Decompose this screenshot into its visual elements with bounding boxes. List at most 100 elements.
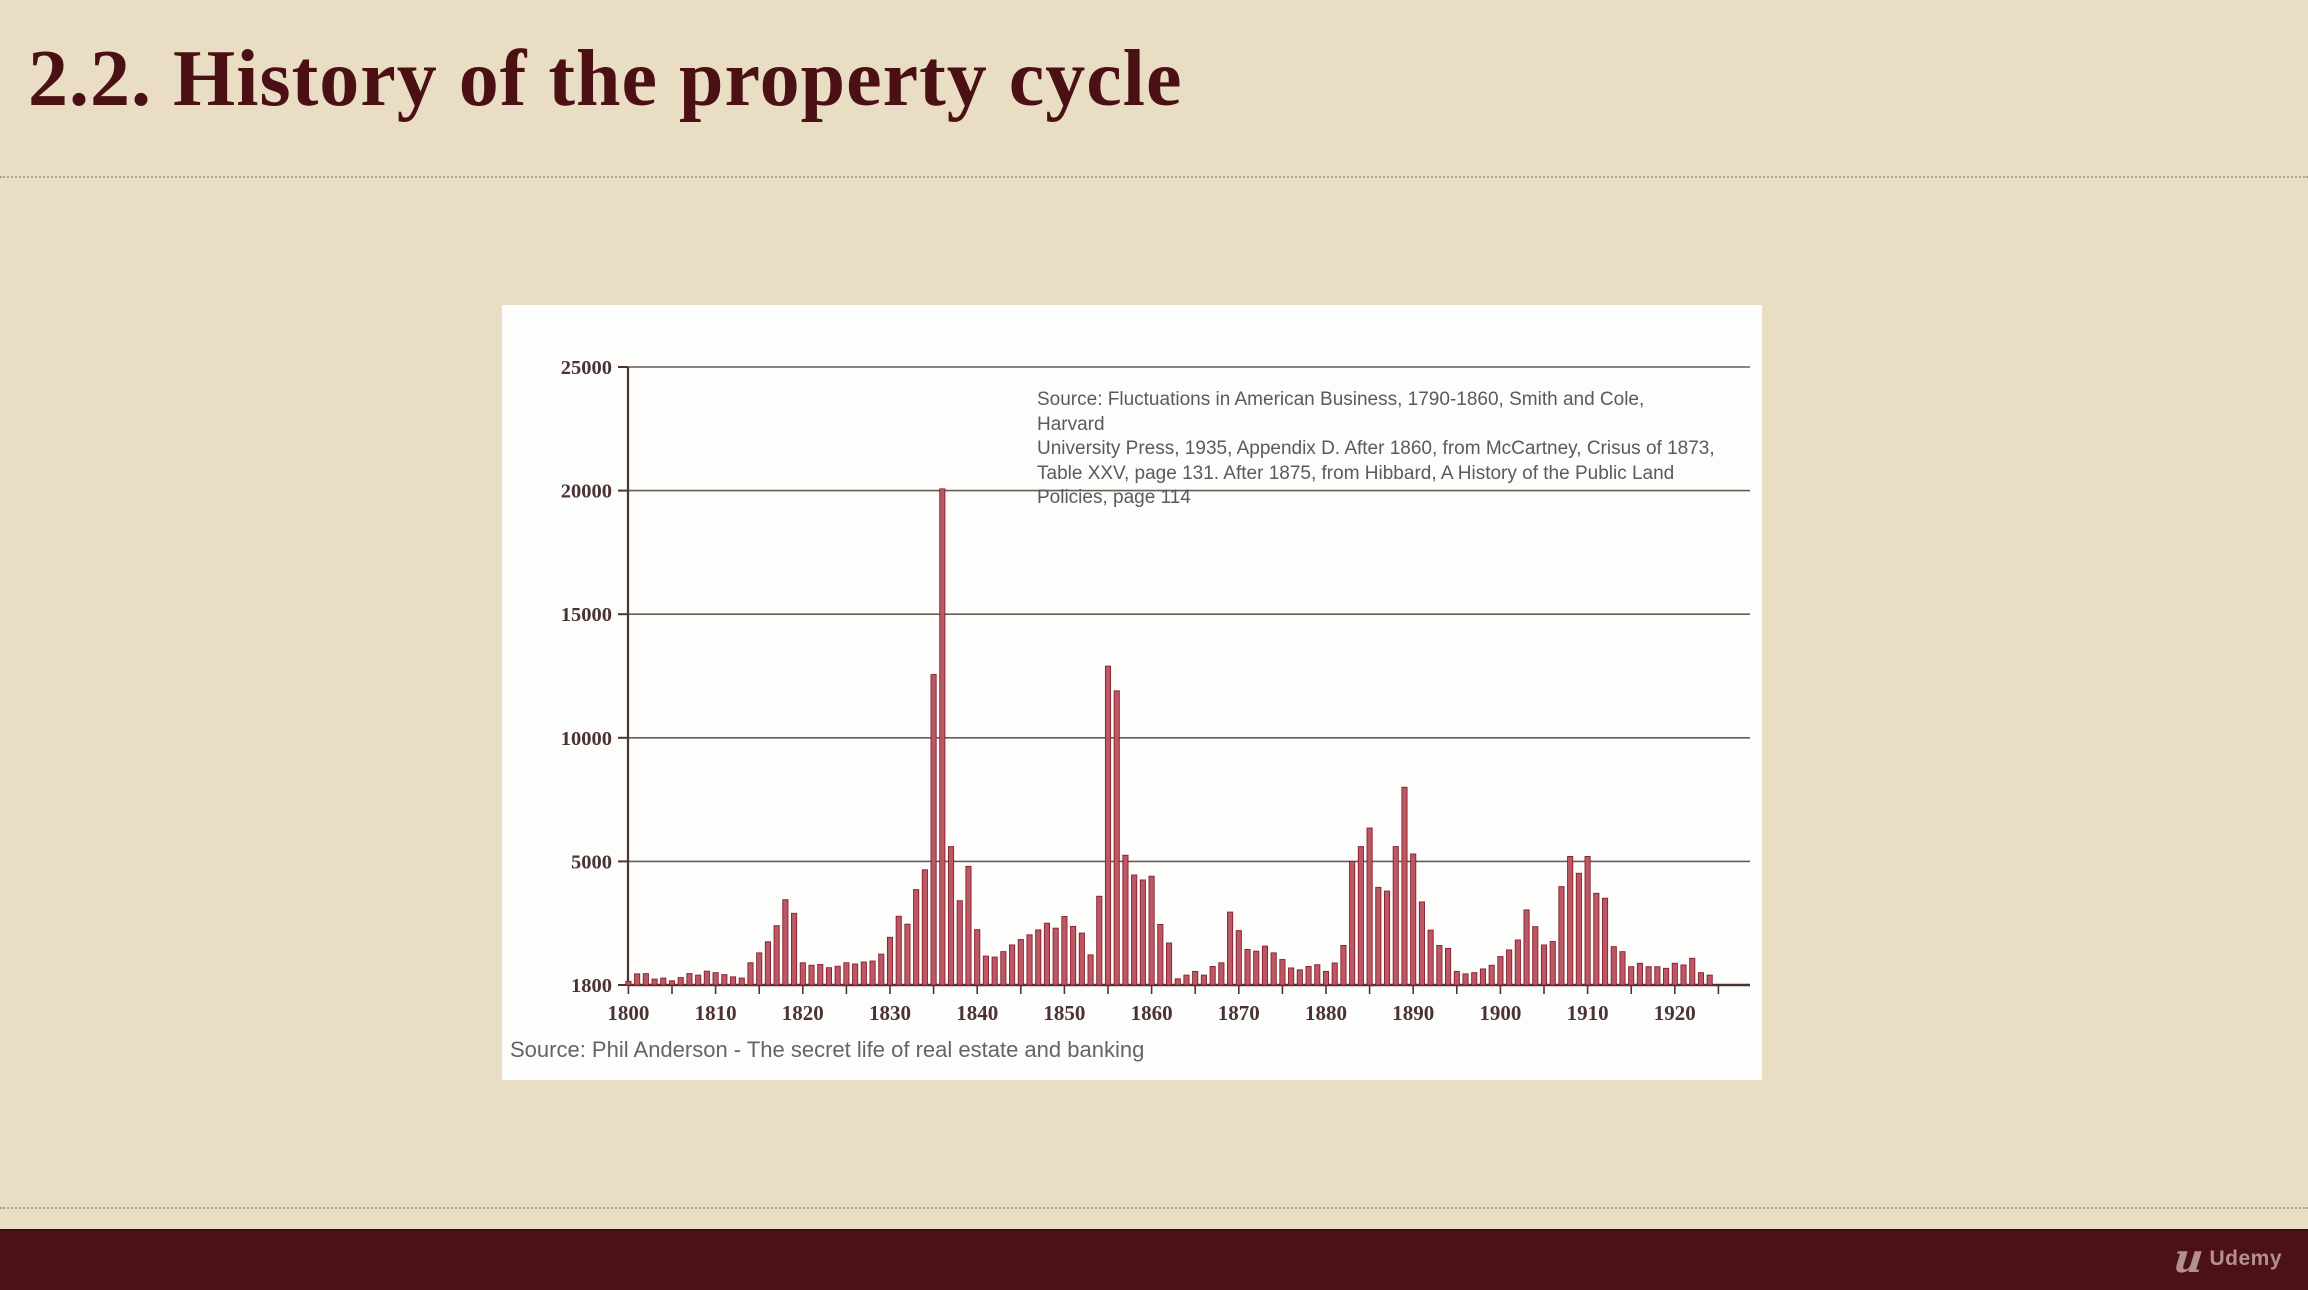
y-tick-label: 15000 <box>561 604 612 626</box>
bar <box>634 973 641 986</box>
bar <box>651 978 658 986</box>
chart-card: 25000 20000 15000 10000 5000 1800 1800 1810 1820… <box>502 305 1762 1080</box>
bar <box>1288 967 1295 986</box>
bar <box>956 900 963 986</box>
annotation-line: Table XXV, page 131. After 1875, from Hi… <box>1037 462 1675 484</box>
bar <box>686 973 693 986</box>
bar <box>1549 941 1556 986</box>
bar <box>1035 929 1042 986</box>
bar <box>1366 827 1373 986</box>
chart-caption: Source: Phil Anderson - The secret life … <box>510 1037 1145 1062</box>
bar <box>1453 970 1460 986</box>
bar <box>1349 860 1356 986</box>
bar <box>878 953 885 986</box>
bar <box>974 929 981 986</box>
bar <box>1584 856 1591 986</box>
bar <box>1479 968 1487 986</box>
bar <box>1253 950 1260 986</box>
bar <box>721 974 728 986</box>
x-tick-label: 1810 <box>695 1001 737 1025</box>
title-divider <box>0 176 2308 178</box>
bar <box>843 962 850 986</box>
bar <box>1148 875 1155 986</box>
x-tick-label: 1800 <box>607 1001 649 1025</box>
x-tick-label: 1880 <box>1305 1001 1347 1025</box>
bar <box>895 915 902 986</box>
bar <box>1270 952 1277 986</box>
bar <box>1340 944 1347 986</box>
bar <box>1026 934 1033 986</box>
bar <box>825 967 833 986</box>
bar <box>1601 897 1609 986</box>
bar <box>886 936 894 986</box>
bar <box>738 977 745 986</box>
x-tick-label: 1850 <box>1043 1001 1085 1025</box>
bar <box>1244 948 1251 986</box>
bar <box>1139 879 1146 986</box>
bar <box>1671 962 1678 986</box>
bar <box>729 976 737 986</box>
bar <box>660 977 667 986</box>
bar <box>791 912 798 986</box>
bar <box>991 956 998 986</box>
bar <box>1322 970 1330 986</box>
footer-bar: u Udemy <box>0 1229 2308 1290</box>
bar <box>773 925 780 986</box>
y-tick-label: 5000 <box>571 851 612 873</box>
udemy-logo: u Udemy <box>2172 1235 2282 1282</box>
x-tick-label: 1870 <box>1218 1001 1260 1025</box>
annotation-line: Source: Fluctuations in American Busines… <box>1037 389 1645 435</box>
bar <box>1087 954 1094 986</box>
bar <box>1418 901 1425 986</box>
bar <box>1227 911 1234 986</box>
bar <box>860 961 867 986</box>
bar <box>1558 886 1565 986</box>
chart-source-annotation: Source: Fluctuations in American Busines… <box>1037 388 1717 511</box>
bar <box>677 977 684 986</box>
bar <box>913 889 920 986</box>
bar <box>1279 959 1286 986</box>
bar <box>1445 947 1452 986</box>
bar <box>1593 892 1600 986</box>
bar <box>1654 966 1661 986</box>
x-tick-label: 1920 <box>1654 1001 1696 1025</box>
bar <box>799 962 806 986</box>
bar <box>1209 966 1216 986</box>
bar <box>1017 939 1024 986</box>
bar <box>1052 927 1059 986</box>
bar <box>1165 942 1173 986</box>
bar <box>982 955 989 986</box>
bar <box>712 972 719 986</box>
udemy-logo-text: Udemy <box>2209 1247 2282 1270</box>
bar <box>869 960 876 986</box>
bar <box>1192 970 1199 986</box>
annotation-line: Policies, page 114 <box>1037 487 1191 508</box>
bar <box>1575 872 1582 986</box>
x-tick-label: 1910 <box>1567 1001 1609 1025</box>
bar <box>1663 967 1670 986</box>
bar <box>1200 974 1207 986</box>
bar <box>1401 786 1408 986</box>
bar <box>1357 846 1364 986</box>
bar <box>852 963 859 986</box>
bar <box>1043 922 1051 986</box>
bar <box>1235 930 1242 986</box>
x-tick-label: 1860 <box>1131 1001 1173 1025</box>
bar <box>747 962 754 986</box>
x-tick-label: 1830 <box>869 1001 911 1025</box>
y-tick-label: 25000 <box>561 357 612 379</box>
bar <box>1680 964 1687 986</box>
land-sales-bar-chart: 25000 20000 15000 10000 5000 1800 1800 1810 1820… <box>561 357 1750 1025</box>
bar <box>1436 944 1443 986</box>
x-tick-label: 1890 <box>1392 1001 1434 1025</box>
x-tick-label: 1900 <box>1479 1001 1521 1025</box>
bar <box>695 974 702 986</box>
bar <box>1009 944 1016 986</box>
bar <box>1296 969 1303 986</box>
bar <box>625 980 632 986</box>
x-tick-label: 1840 <box>956 1001 998 1025</box>
bar <box>1532 926 1539 986</box>
bar <box>1113 690 1120 986</box>
bar <box>1514 939 1521 986</box>
bar <box>1610 946 1617 986</box>
